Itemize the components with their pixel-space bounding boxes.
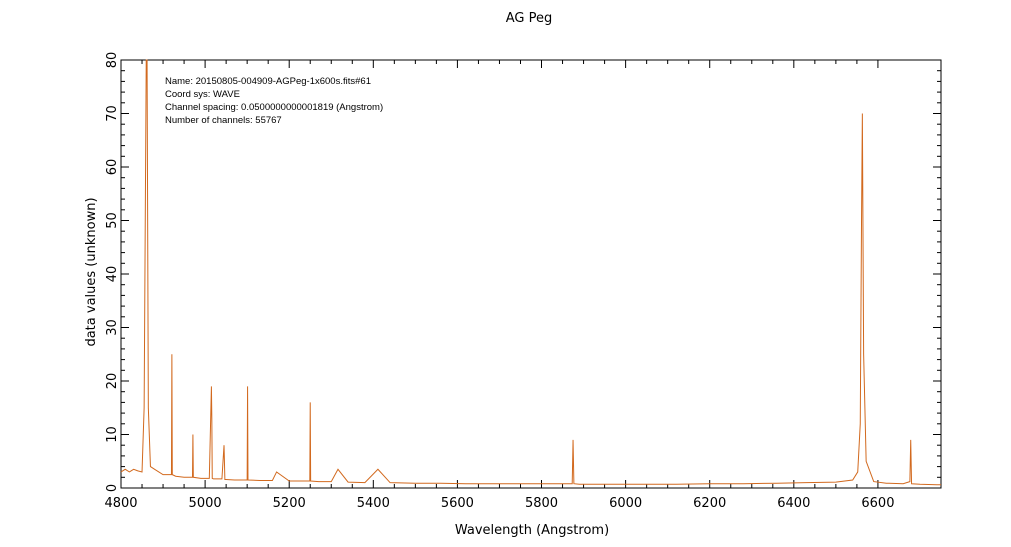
info-name: Name: 20150805-004909-AGPeg-1x600s.fits#…: [165, 76, 371, 87]
y-tick-label: 80: [105, 52, 120, 69]
x-tick-label: 5200: [273, 496, 306, 511]
y-axis-label: data values (unknown): [84, 197, 99, 346]
y-tick-label: 60: [105, 159, 120, 176]
x-tick-label: 4800: [104, 496, 137, 511]
x-tick-label: 6400: [777, 496, 810, 511]
x-tick-label: 5600: [441, 496, 474, 511]
spectrum-series-line: [120, 59, 941, 486]
y-tick-label: 50: [105, 212, 120, 229]
x-tick-label: 5800: [525, 496, 558, 511]
info-channel-spacing: Channel spacing: 0.0500000000001819 (Ang…: [165, 102, 383, 113]
x-tick-label: 6000: [609, 496, 642, 511]
chart-title: AG Peg: [506, 11, 553, 26]
y-tick-label: 20: [105, 373, 120, 390]
y-tick-label: 40: [105, 266, 120, 283]
x-tick-label: 5400: [357, 496, 390, 511]
info-coord-sys: Coord sys: WAVE: [165, 89, 240, 100]
x-tick-label: 6600: [861, 496, 894, 511]
x-axis-label: Wavelength (Angstrom): [455, 523, 609, 538]
y-tick-label: 70: [105, 105, 120, 122]
x-tick-label: 5000: [189, 496, 222, 511]
info-number-channels: Number of channels: 55767: [165, 115, 282, 126]
y-tick-label: 30: [105, 319, 120, 336]
y-tick-label: 0: [105, 484, 120, 492]
x-tick-label: 6200: [693, 496, 726, 511]
y-tick-label: 10: [105, 426, 120, 443]
